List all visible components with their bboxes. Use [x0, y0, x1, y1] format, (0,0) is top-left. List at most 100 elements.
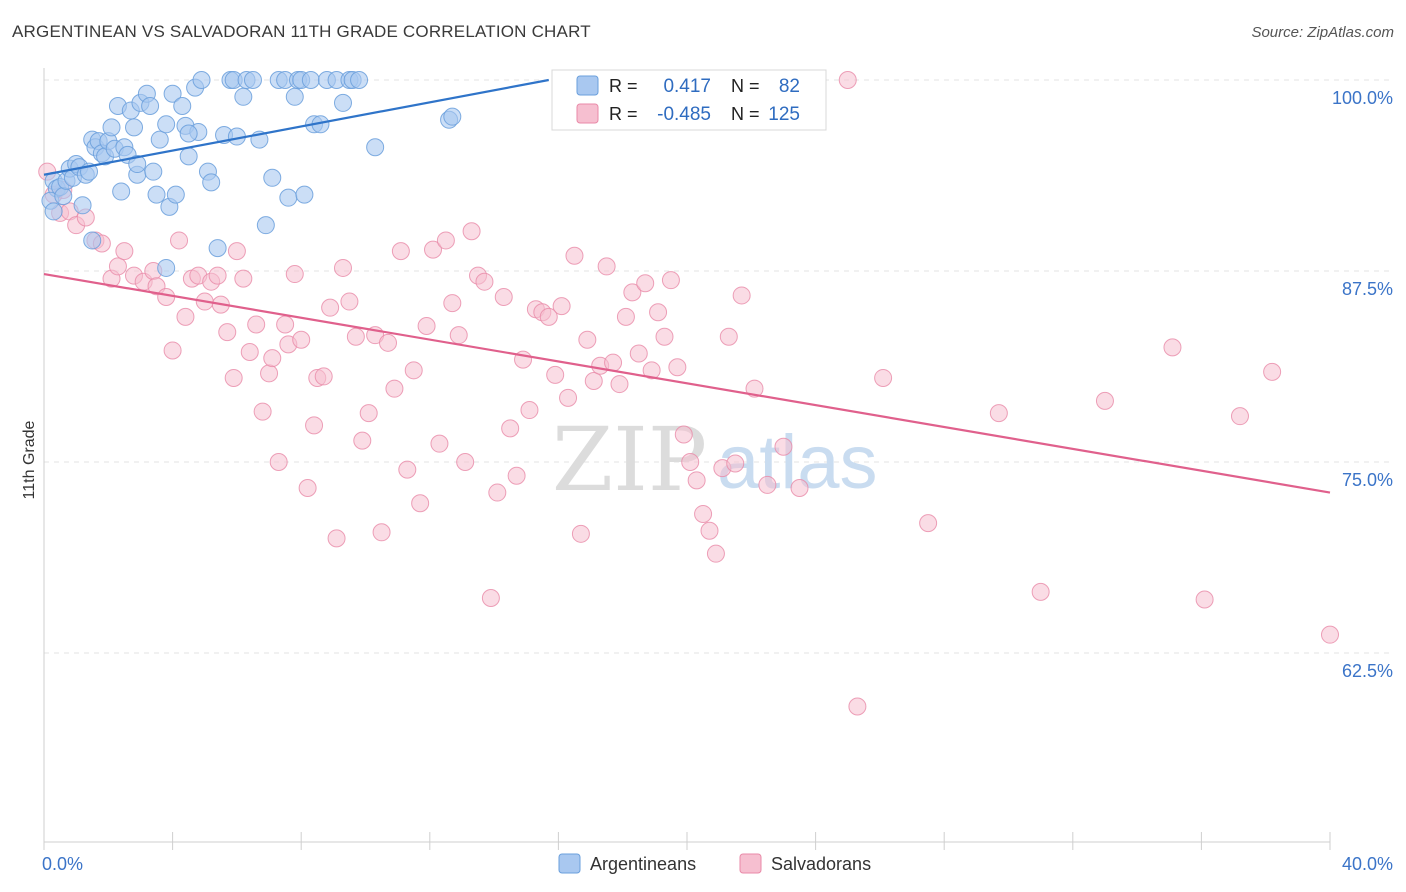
salvadoran-point — [411, 494, 430, 513]
stats-legend: R = 0.417 N = 82 R = -0.485 N = 125 — [551, 69, 827, 131]
salvadoran-point — [359, 404, 378, 423]
x-tick-label-1: 40.0% — [1342, 854, 1393, 874]
stats-n-value-1: 82 — [779, 76, 800, 97]
salvadoran-point — [163, 341, 182, 360]
y-tick-label-0: 100.0% — [1332, 88, 1393, 108]
salvadoran-point — [687, 471, 706, 490]
argentinean-point — [256, 216, 275, 235]
salvadoran-point — [578, 330, 597, 349]
salvadoran-point — [1263, 362, 1282, 381]
argentinean-point — [141, 96, 160, 115]
salvadoran-point — [1195, 590, 1214, 609]
salvadoran-point — [565, 246, 584, 265]
salvadoran-point — [790, 478, 809, 497]
salvadoran-point — [424, 240, 443, 259]
salvadoran-point — [559, 388, 578, 407]
argentinean-point — [157, 258, 176, 277]
stats-legend-swatch-salvadorans — [576, 103, 599, 124]
argentinean-point — [350, 71, 369, 89]
legend-label-salvadorans: Salvadorans — [771, 854, 871, 874]
y-tick-labels: 100.0% 87.5% 75.0% 62.5% — [1332, 88, 1393, 681]
salvadoran-point — [305, 416, 324, 435]
stats-r-label-2: R = — [609, 104, 638, 124]
salvadoran-point — [636, 274, 655, 293]
salvadoran-point — [700, 521, 719, 540]
salvadoran-point — [234, 269, 253, 288]
salvadoran-point — [285, 265, 304, 284]
argentinean-point — [179, 147, 198, 166]
stats-r-value-1: 0.417 — [663, 76, 711, 97]
argentinean-point — [147, 185, 166, 204]
salvadoran-point — [333, 258, 352, 277]
chart-title: ARGENTINEAN VS SALVADORAN 11TH GRADE COR… — [12, 22, 591, 41]
argentinean-point — [443, 107, 462, 126]
salvadoran-point — [774, 437, 793, 456]
watermark-zip: ZIP — [552, 408, 707, 511]
argentinean-point — [54, 187, 73, 206]
salvadoran-point — [462, 222, 481, 241]
salvadoran-point — [1163, 338, 1182, 357]
salvadoran-point — [507, 466, 526, 485]
argentinean-point — [202, 173, 221, 192]
salvadoran-point — [346, 327, 365, 346]
x-tick-label-0: 0.0% — [42, 854, 83, 874]
salvadoran-point — [649, 303, 668, 322]
salvadoran-point — [108, 257, 127, 276]
salvadoran-point — [584, 372, 603, 391]
salvadorans-points — [38, 71, 1339, 716]
stats-n-label-1: N = — [731, 76, 760, 96]
legend-label-argentineans: Argentineans — [590, 854, 696, 874]
argentinean-point — [166, 185, 185, 204]
gridlines — [44, 79, 1392, 654]
salvadoran-point — [1095, 391, 1114, 410]
salvadoran-point — [1230, 407, 1249, 426]
legend-swatch-salvadorans — [739, 853, 762, 874]
argentinean-point — [263, 168, 282, 187]
salvadoran-point — [340, 292, 359, 311]
salvadoran-point — [176, 307, 195, 326]
salvadoran-point — [838, 71, 857, 89]
salvadoran-point — [719, 327, 738, 346]
argentinean-point — [366, 138, 385, 157]
salvadoran-point — [674, 425, 693, 444]
salvadoran-point — [449, 326, 468, 345]
y-tick-label-3: 62.5% — [1342, 661, 1393, 681]
salvadoran-point — [616, 307, 635, 326]
salvadoran-point — [298, 478, 317, 497]
salvadoran-point — [240, 342, 259, 361]
salvadoran-point — [732, 286, 751, 305]
salvadoran-point — [385, 379, 404, 398]
salvadoran-point — [520, 401, 539, 420]
salvadoran-point — [443, 294, 462, 313]
salvadoran-point — [224, 368, 243, 387]
argentinean-point — [301, 71, 320, 89]
salvadoran-point — [157, 287, 176, 306]
salvadoran-point — [372, 523, 391, 542]
stats-r-label-1: R = — [609, 76, 638, 96]
argentinean-point — [295, 185, 314, 204]
argentinean-point — [208, 239, 227, 258]
argentinean-point — [157, 115, 176, 134]
salvadoran-point — [610, 375, 629, 394]
salvadoran-point — [488, 483, 507, 502]
salvadoran-point — [989, 404, 1008, 423]
argentinean-point — [144, 162, 163, 181]
salvadoran-point — [501, 419, 520, 438]
salvadoran-point — [481, 588, 500, 607]
salvadorans-trend-line — [43, 272, 1331, 494]
salvadoran-point — [745, 379, 764, 398]
argentinean-point — [179, 124, 198, 143]
salvadoran-point — [539, 307, 558, 326]
salvadoran-point — [597, 257, 616, 276]
stats-n-value-2: 125 — [768, 104, 800, 125]
argentinean-point — [83, 231, 102, 250]
stats-r-value-2: -0.485 — [657, 104, 711, 125]
argentinean-point — [234, 87, 253, 106]
salvadoran-point — [398, 460, 417, 479]
argentinean-point — [163, 84, 182, 103]
salvadoran-point — [276, 315, 295, 334]
argentineans-trend-line — [43, 78, 549, 176]
salvadoran-point — [681, 453, 700, 471]
argentinean-point — [44, 202, 63, 221]
